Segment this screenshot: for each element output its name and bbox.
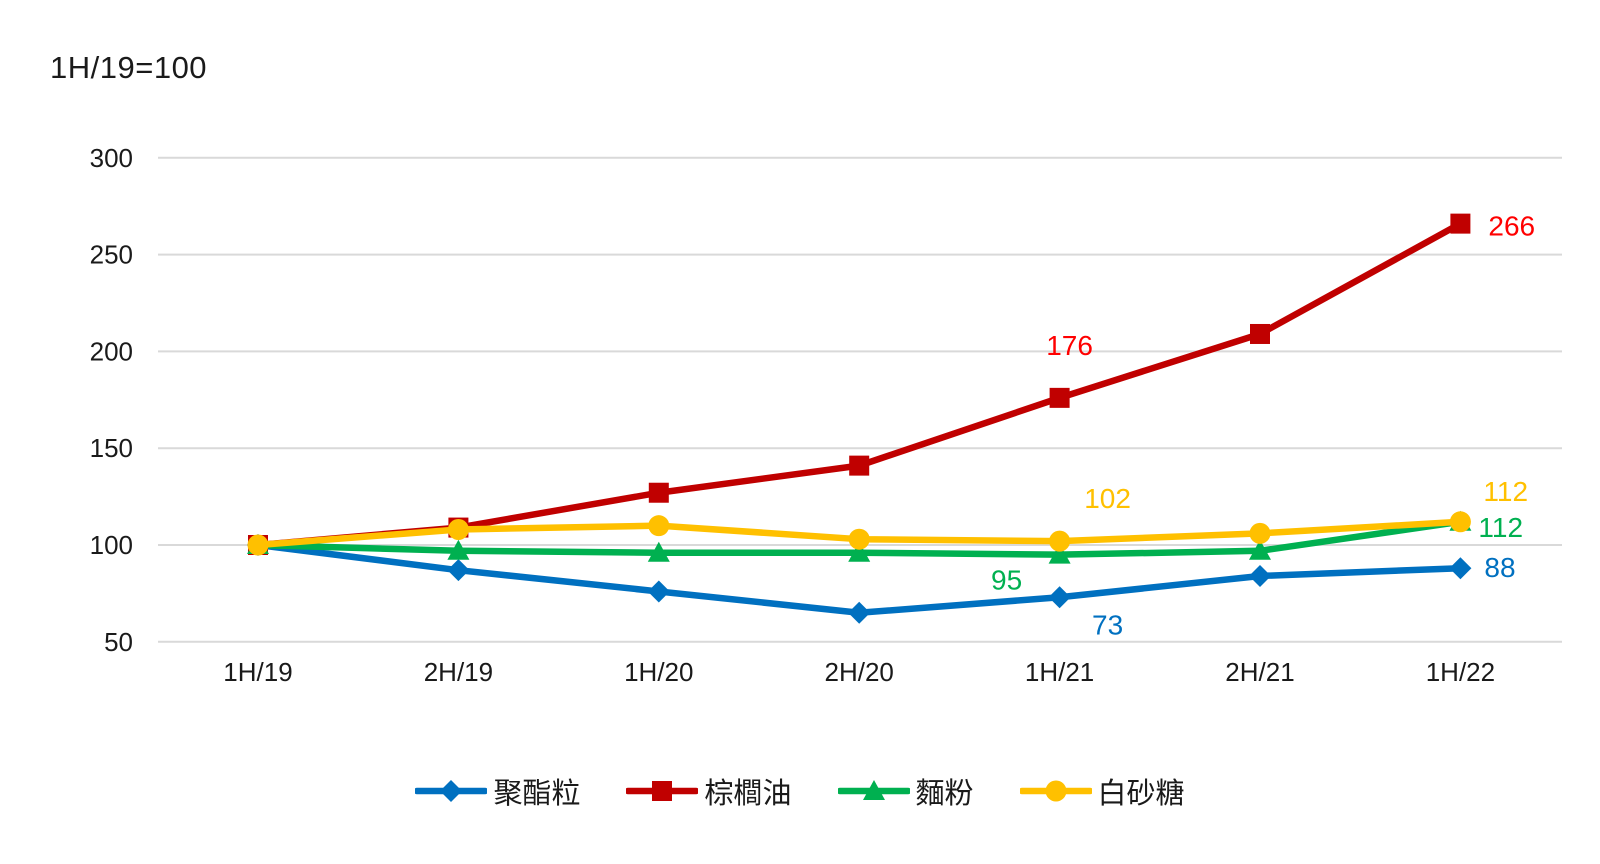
data-point-diamond <box>447 559 470 582</box>
series-line-1 <box>254 220 1464 549</box>
x-axis-tick-label: 2H/19 <box>424 657 493 687</box>
data-point-square <box>849 455 870 476</box>
y-axis-tick-label: 300 <box>90 143 133 173</box>
y-axis-tick-label: 50 <box>104 627 133 657</box>
data-label: 176 <box>1046 330 1093 361</box>
data-point-circle <box>247 534 269 556</box>
data-point-circle <box>848 528 870 550</box>
data-point-triangle <box>647 541 670 562</box>
legend-item-3: 白砂糖 <box>1019 770 1185 812</box>
data-point-diamond <box>1048 586 1071 609</box>
data-point-square <box>1049 387 1070 408</box>
data-point-triangle <box>1249 539 1271 560</box>
data-point-triangle <box>862 780 885 800</box>
data-point-diamond <box>647 580 670 603</box>
legend-label: 麵粉 <box>915 778 974 810</box>
data-point-triangle <box>1048 543 1071 564</box>
legend-label: 聚酯粒 <box>493 778 581 810</box>
legend-square-marker-icon <box>626 781 699 801</box>
data-point-diamond <box>1449 557 1472 580</box>
y-axis-tick-label: 250 <box>90 240 133 270</box>
legend-circle-marker-icon <box>1019 780 1092 802</box>
y-axis-tick-label: 150 <box>90 433 133 463</box>
data-point-circle <box>1249 522 1271 544</box>
data-point-circle <box>1045 780 1067 802</box>
data-point-circle <box>447 519 469 541</box>
data-point-triangle <box>848 541 871 562</box>
data-label: 95 <box>991 565 1022 596</box>
data-point-diamond <box>848 601 871 624</box>
data-point-circle <box>648 515 670 537</box>
data-point-square <box>652 781 673 801</box>
legend-item-1: 棕櫚油 <box>626 770 792 812</box>
x-axis-tick-label: 2H/20 <box>825 657 894 687</box>
data-point-diamond <box>1249 564 1271 587</box>
x-axis-tick-label: 1H/19 <box>223 657 292 687</box>
x-axis-tick-label: 1H/21 <box>1025 657 1094 687</box>
legend-diamond-marker-icon <box>415 780 488 802</box>
y-axis-tick-label: 100 <box>90 530 133 560</box>
x-axis-tick-label: 1H/22 <box>1426 657 1495 687</box>
y-axis-tick-label: 200 <box>90 336 133 366</box>
data-label: 112 <box>1483 476 1528 507</box>
x-axis-tick-label: 2H/21 <box>1225 657 1294 687</box>
data-label: 102 <box>1084 483 1131 514</box>
data-point-square <box>1250 323 1270 344</box>
legend-item-0: 聚酯粒 <box>415 770 580 812</box>
data-point-circle <box>1449 511 1471 533</box>
legend-triangle-marker-icon <box>837 780 910 800</box>
data-point-square <box>1450 213 1471 234</box>
legend-label: 白砂糖 <box>1097 778 1185 810</box>
chart-legend: 聚酯粒 棕櫚油 麵粉 白砂糖 <box>0 770 1600 812</box>
data-point-circle <box>1049 530 1071 552</box>
data-label: 112 <box>1478 512 1523 543</box>
data-point-square <box>648 482 669 503</box>
legend-item-2: 麵粉 <box>837 770 974 812</box>
data-point-diamond <box>440 780 463 802</box>
data-label: 266 <box>1488 211 1535 242</box>
data-label: 88 <box>1484 552 1515 583</box>
x-axis-tick-label: 1H/20 <box>624 657 693 687</box>
data-point-triangle <box>447 539 470 560</box>
axis-unit-note: 1H/19=100 <box>50 50 208 85</box>
legend-label: 棕櫚油 <box>704 778 792 810</box>
data-label: 73 <box>1092 609 1123 640</box>
